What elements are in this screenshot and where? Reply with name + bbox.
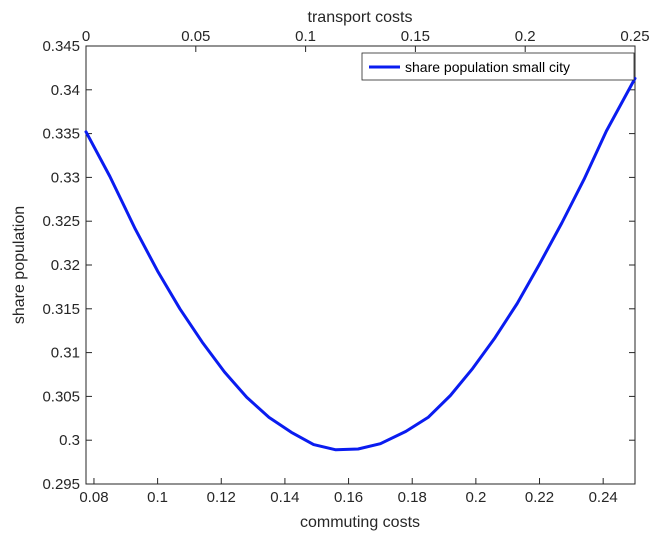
x-tick-label: 0.18: [398, 489, 427, 506]
x2-axis-label: transport costs: [308, 9, 413, 26]
legend-entry-label: share population small city: [405, 59, 570, 75]
x2-tick-label: 0.1: [295, 28, 316, 45]
series-layer: [84, 76, 637, 452]
y-tick-label: 0.34: [51, 82, 80, 99]
x-tick-label: 0.22: [525, 489, 554, 506]
x-tick-label: 0.08: [79, 489, 108, 506]
y-tick-label: 0.3: [59, 432, 80, 449]
x2-tick-label: 0.2: [515, 28, 536, 45]
y-tick-label: 0.31: [51, 345, 80, 362]
y-tick-label: 0.33: [51, 169, 80, 186]
x2-tick-label: 0: [82, 28, 90, 45]
legend: share population small city: [361, 52, 635, 81]
x-tick-label: 0.2: [465, 489, 486, 506]
legend-box: [361, 52, 635, 81]
series-line: [84, 76, 637, 452]
y-tick-label: 0.335: [42, 126, 80, 143]
y-tick-label: 0.32: [51, 257, 80, 274]
x-tick-label: 0.16: [334, 489, 363, 506]
y-tick-label: 0.315: [42, 301, 80, 318]
x-tick-label: 0.1: [147, 489, 168, 506]
x2-tick-label: 0.15: [401, 28, 430, 45]
y-tick-label: 0.305: [42, 388, 80, 405]
y-tick-label: 0.325: [42, 213, 80, 230]
y-tick-label: 0.295: [42, 476, 80, 493]
x-tick-label: 0.24: [589, 489, 618, 506]
x-axis-label: commuting costs: [300, 514, 420, 531]
x-tick-label: 0.12: [207, 489, 236, 506]
ticks-layer: 0.08 0.1 0.12 0.14 0.16 0.18 0.2 0.22 0.24 0 0.05 0…: [42, 28, 649, 506]
x2-tick-label: 0.25: [620, 28, 649, 45]
y-tick-label: 0.345: [42, 38, 80, 55]
x2-tick-label: 0.05: [181, 28, 210, 45]
y-axis-label: share population: [11, 206, 28, 324]
plot-area: [85, 45, 636, 485]
x-tick-label: 0.14: [270, 489, 299, 506]
